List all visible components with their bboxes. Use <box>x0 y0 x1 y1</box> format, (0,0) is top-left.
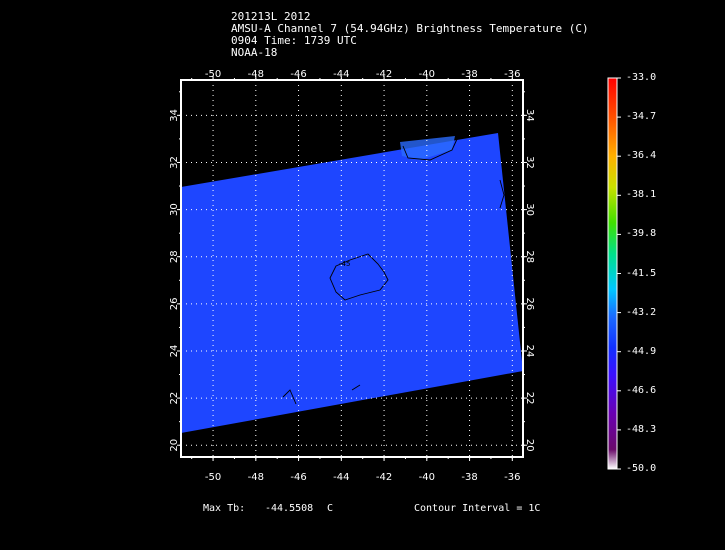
lon-label-top: -36 <box>504 69 520 80</box>
lat-label-left: 32 <box>169 156 180 169</box>
lat-label-left: 20 <box>169 439 180 452</box>
colorbar-label: -38.1 <box>626 189 657 201</box>
lon-label-bottom: -42 <box>376 472 392 483</box>
lat-label-right: 22 <box>524 392 535 405</box>
title-line-2: AMSU-A Channel 7 (54.94GHz) Brightness T… <box>231 22 589 35</box>
lon-label-top: -44 <box>333 69 349 80</box>
swath-shade <box>400 136 455 160</box>
lat-label-left: 34 <box>169 109 180 122</box>
contour-interval: Contour Interval = 1C <box>414 503 541 514</box>
map-frame <box>180 79 524 458</box>
contour-bottom-right <box>351 384 361 391</box>
colorbar-label: -39.8 <box>626 228 657 240</box>
lat-label-right: 30 <box>524 203 535 216</box>
lat-label-right: 24 <box>524 345 535 358</box>
lon-label-bottom: -36 <box>504 472 520 483</box>
lon-label-top: -40 <box>419 69 435 80</box>
lat-label-right: 32 <box>524 156 535 169</box>
lat-label-left: 28 <box>169 250 180 263</box>
lat-label-left: 26 <box>169 297 180 310</box>
title-line-1: 201213L 2012 <box>231 10 311 23</box>
axis-ticks <box>177 76 527 461</box>
colorbar-label: -50.0 <box>626 463 657 474</box>
colorbar-label: -46.6 <box>626 384 657 396</box>
lon-label-bottom: -40 <box>419 472 435 483</box>
lat-label-left: 30 <box>169 203 180 216</box>
grid-lines <box>181 80 523 457</box>
lon-label-bottom: -50 <box>205 472 221 483</box>
lon-label-top: -48 <box>248 69 264 80</box>
lat-label-right: 26 <box>524 297 535 310</box>
lon-label-top: -46 <box>290 69 306 80</box>
contour-bottom <box>282 389 297 405</box>
colorbar-label: -48.3 <box>626 423 657 435</box>
lat-label-right: 20 <box>524 439 535 452</box>
lat-label-left: 24 <box>169 345 180 358</box>
lon-label-top: -38 <box>461 69 477 80</box>
colorbar-label: -33.0 <box>626 72 657 83</box>
title-line-4: NOAA-18 <box>231 46 278 59</box>
colorbar-label: -36.4 <box>626 150 657 162</box>
colorbar-label: -34.7 <box>626 111 657 123</box>
lon-label-top: -42 <box>376 69 392 80</box>
colorbar-label: -41.5 <box>626 267 657 279</box>
lon-label-bottom: -44 <box>333 472 349 483</box>
lat-label-right: 28 <box>524 250 535 263</box>
colorbar <box>607 77 618 470</box>
lon-label-top: -50 <box>205 69 221 80</box>
title-line-3: 0904 Time: 1739 UTC <box>231 34 357 47</box>
lon-label-bottom: -48 <box>248 472 264 483</box>
max-tb-unit: C <box>327 503 334 514</box>
max-tb-value: -44.5508 <box>265 503 314 514</box>
lat-label-left: 22 <box>169 392 180 405</box>
colorbar-label: -44.9 <box>626 345 657 357</box>
lon-label-bottom: -38 <box>461 472 477 483</box>
contour-label: -45 <box>339 260 350 268</box>
lon-label-bottom: -46 <box>290 472 306 483</box>
max-tb-label: Max Tb: <box>203 503 246 514</box>
colorbar-ticks <box>617 77 621 470</box>
contour-right <box>499 179 505 209</box>
lat-label-right: 34 <box>524 109 535 122</box>
swath-field <box>181 133 523 433</box>
colorbar-label: -43.2 <box>626 306 657 318</box>
contour-top <box>402 136 459 161</box>
